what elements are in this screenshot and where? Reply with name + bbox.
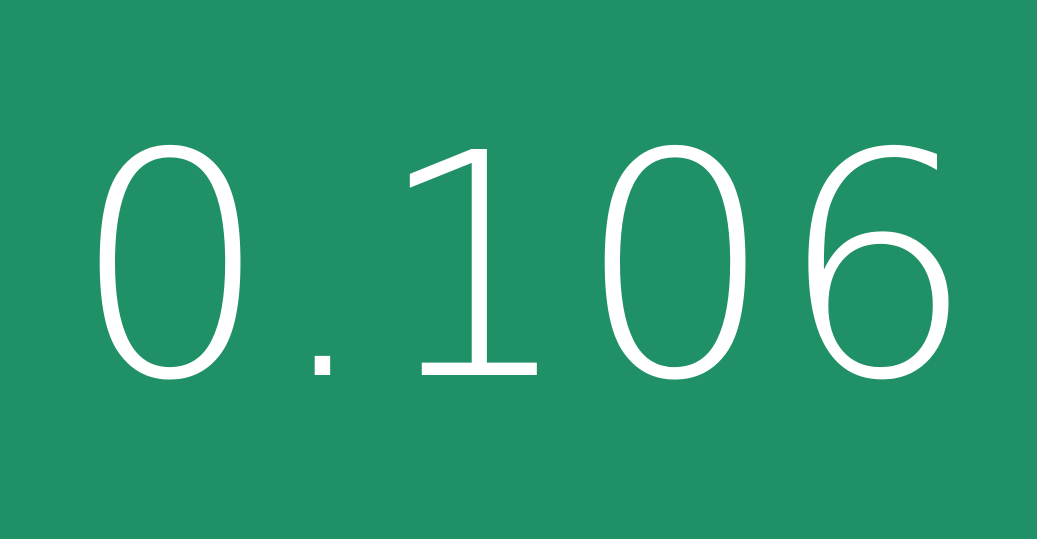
metric-value: 0.106: [72, 88, 980, 449]
